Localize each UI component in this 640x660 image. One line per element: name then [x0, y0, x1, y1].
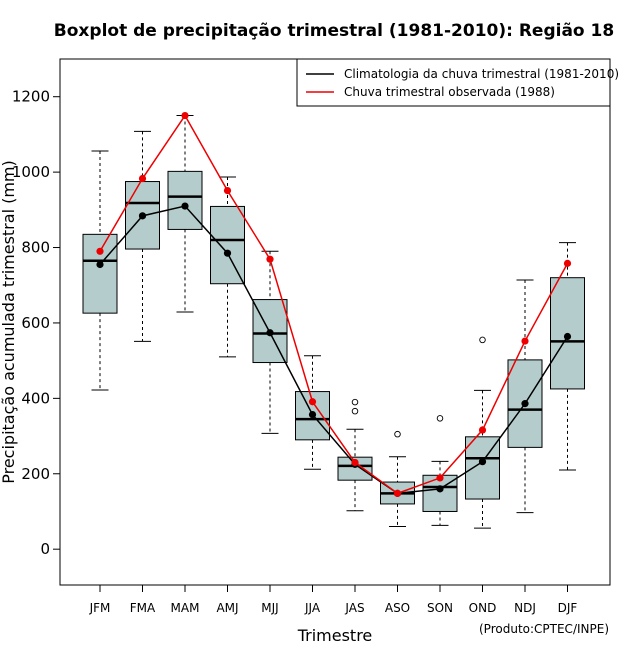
box-mam — [167, 115, 203, 313]
box-mjj — [252, 250, 288, 434]
box-fma — [125, 130, 160, 342]
series-line — [99, 205, 569, 495]
box-aso — [380, 430, 415, 528]
series-point — [308, 398, 317, 406]
chart-title: Boxplot de precipitação trimestral (1981… — [54, 21, 614, 41]
iqr-box — [82, 233, 118, 314]
x-axis-label: Trimestre — [297, 626, 373, 645]
series-point — [563, 259, 572, 267]
series-point — [478, 458, 487, 466]
series-point — [563, 332, 572, 341]
x-tick-label: AMJ — [216, 601, 238, 615]
series-point — [266, 255, 274, 263]
series-point — [96, 247, 104, 255]
box-son — [422, 415, 458, 526]
x-tick-label: SON — [427, 601, 453, 615]
legend: Climatologia da chuva trimestral (1981-2… — [296, 58, 619, 107]
x-tick-label: JJA — [304, 601, 321, 615]
outlier-point — [394, 430, 401, 438]
outlier-point — [351, 407, 359, 415]
outlier-point — [436, 415, 444, 422]
y-tick-label: 200 — [21, 465, 50, 483]
x-tick-label: JFM — [89, 601, 111, 615]
legend-box — [296, 58, 611, 107]
series-point — [308, 410, 317, 419]
series-point — [521, 337, 529, 345]
series-point — [223, 186, 232, 195]
series-line — [99, 114, 569, 495]
box-amj — [210, 176, 245, 358]
y-axis: 0 200 400 600 800 1000 1200 — [12, 88, 60, 558]
x-tick-label: MJJ — [261, 601, 278, 615]
y-tick-label: 400 — [21, 389, 50, 407]
legend-entry-climatologia: Climatologia da chuva trimestral (1981-2… — [344, 67, 619, 81]
credit-label: (Produto:CPTEC/INPE) — [479, 622, 609, 636]
series-climatologia — [96, 202, 572, 497]
iqr-box — [167, 170, 203, 230]
series-point — [393, 489, 402, 497]
series-point — [436, 474, 444, 482]
series-layer — [96, 111, 572, 497]
y-tick-label: 800 — [21, 239, 50, 257]
x-tick-label: MAM — [171, 601, 200, 615]
series-point — [436, 485, 444, 493]
series-point — [138, 212, 147, 220]
box-jas — [337, 398, 373, 512]
x-tick-label: DJF — [558, 601, 578, 615]
box-jfm — [82, 150, 118, 391]
y-tick-label: 600 — [21, 314, 50, 332]
y-tick-label: 0 — [40, 540, 50, 558]
x-tick-label: ASO — [385, 601, 410, 615]
series-point — [96, 260, 104, 269]
series-point — [138, 174, 147, 183]
series-observada — [96, 111, 572, 497]
x-tick-label: FMA — [130, 601, 156, 615]
legend-entry-observada: Chuva trimestral observada (1988) — [344, 85, 555, 99]
iqr-box — [337, 456, 373, 481]
y-tick-label: 1200 — [12, 88, 50, 106]
y-tick-label: 1000 — [12, 163, 50, 181]
series-point — [181, 202, 189, 210]
x-tick-label: NDJ — [514, 601, 536, 615]
series-point — [266, 329, 274, 337]
x-axis: JFM FMA MAM AMJ MJJ JJA JAS ASO SON OND NDJ DJF — [89, 585, 578, 615]
series-point — [351, 458, 359, 467]
series-point — [181, 111, 189, 120]
y-axis-label: Precipitação acumulada trimestral (mm) — [0, 160, 18, 484]
outlier-point — [479, 336, 486, 344]
x-tick-label: OND — [469, 601, 497, 615]
series-point — [478, 426, 487, 434]
outlier-point — [351, 398, 359, 406]
series-point — [223, 249, 232, 257]
series-point — [521, 400, 529, 408]
x-tick-label: JAS — [344, 601, 364, 615]
box-ndj — [507, 279, 543, 514]
boxes-layer — [82, 115, 585, 529]
iqr-box — [210, 205, 245, 285]
